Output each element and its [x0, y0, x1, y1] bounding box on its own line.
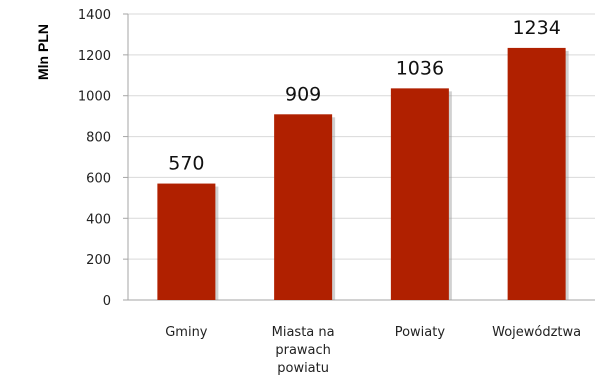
category-label-3: Województwa — [492, 325, 581, 340]
y-tick-label-1400: 1400 — [78, 8, 111, 23]
y-tick-label-0: 0 — [103, 294, 111, 309]
data-label-2: 1036 — [396, 57, 444, 79]
y-tick-label-600: 600 — [86, 171, 111, 186]
category-label-0: Gminy — [165, 325, 208, 340]
category-label-1: Miasta na prawach powiatu — [272, 325, 335, 376]
y-tick-label-800: 800 — [86, 131, 111, 146]
bar-2 — [390, 88, 449, 300]
y-tick-label-200: 200 — [86, 253, 111, 268]
y-tick-label-400: 400 — [86, 212, 111, 227]
bar-layer — [157, 47, 569, 300]
data-label-0: 570 — [168, 153, 204, 175]
bar-3 — [507, 47, 566, 300]
label-layer: 0 200 400 600 800 1000 1200 1400 570 Gminy 909 Mias… — [78, 8, 581, 376]
bar-0 — [157, 183, 216, 300]
category-label-2: Powiaty — [395, 325, 446, 340]
bar-1 — [274, 114, 333, 300]
data-label-3: 1234 — [512, 17, 560, 39]
data-label-1: 909 — [285, 83, 321, 105]
y-axis-title: Mln PLN — [35, 24, 51, 80]
y-tick-label-1200: 1200 — [78, 49, 111, 64]
y-tick-label-1000: 1000 — [78, 90, 111, 105]
